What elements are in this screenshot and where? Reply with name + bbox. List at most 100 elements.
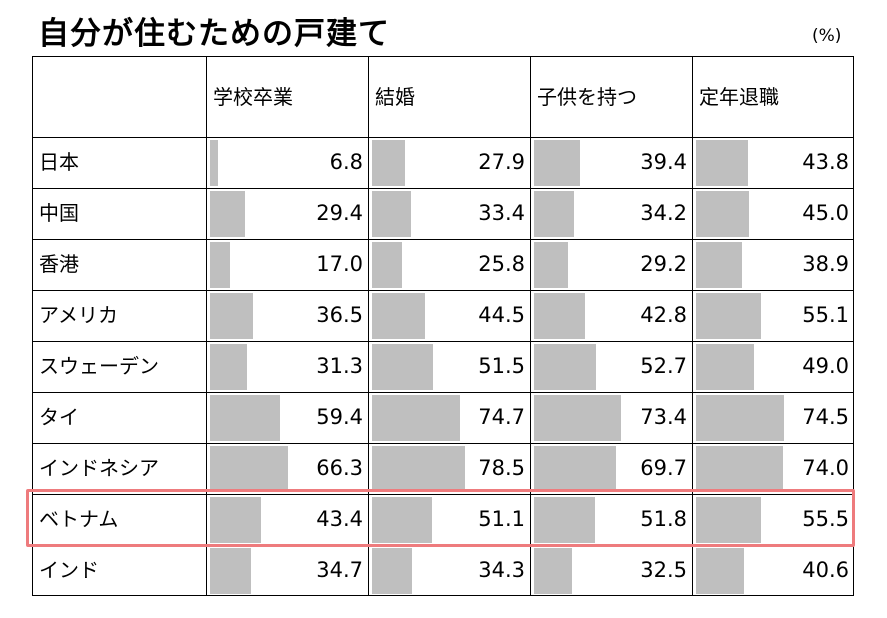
data-value: 78.5 <box>478 456 525 480</box>
data-bar <box>210 344 247 390</box>
data-table: 学校卒業 結婚 子供を持つ 定年退職日本 6.8 27.9 39.4 43.8 中国 29.4 33… <box>32 56 854 596</box>
row-divider <box>33 392 853 393</box>
data-bar <box>696 344 754 390</box>
row-divider <box>33 188 853 189</box>
row-label: タイ <box>39 405 79 429</box>
data-bar <box>210 395 281 441</box>
data-bar <box>210 497 262 543</box>
data-value: 25.8 <box>478 252 525 276</box>
data-bar <box>696 242 742 288</box>
highlight-box <box>26 489 855 547</box>
data-value: 34.2 <box>640 201 687 225</box>
data-bar <box>696 293 762 339</box>
data-value: 74.7 <box>478 405 525 429</box>
data-value: 40.6 <box>802 558 849 582</box>
data-value: 39.4 <box>640 150 687 174</box>
data-bar <box>372 140 405 186</box>
data-value: 44.5 <box>478 303 525 327</box>
data-value: 6.8 <box>329 150 363 174</box>
data-value: 55.1 <box>802 303 849 327</box>
data-bar <box>210 293 254 339</box>
data-bar <box>210 140 219 186</box>
data-value: 73.4 <box>640 405 687 429</box>
data-value: 45.0 <box>802 201 849 225</box>
data-value: 42.8 <box>640 303 687 327</box>
row-divider <box>33 239 853 240</box>
data-value: 29.4 <box>316 201 363 225</box>
row-label: インドネシア <box>39 456 159 480</box>
data-bar <box>534 344 597 390</box>
data-bar <box>534 140 581 186</box>
data-bar <box>696 191 750 237</box>
column-divider <box>368 57 369 595</box>
row-divider <box>33 137 853 138</box>
data-value: 38.9 <box>802 252 849 276</box>
data-value: 55.5 <box>802 507 849 531</box>
data-value: 27.9 <box>478 150 525 174</box>
data-bar <box>534 548 573 594</box>
data-value: 43.8 <box>802 150 849 174</box>
data-bar <box>210 548 251 594</box>
data-bar <box>372 242 403 288</box>
column-divider <box>530 57 531 595</box>
data-bar <box>372 395 461 441</box>
data-value: 32.5 <box>640 558 687 582</box>
column-divider <box>206 57 207 595</box>
data-bar <box>696 140 748 186</box>
column-header: 結婚 <box>375 85 415 109</box>
data-bar <box>210 191 245 237</box>
chart-title: 自分が住むための戸建て <box>38 16 390 52</box>
column-divider <box>692 57 693 595</box>
data-value: 74.5 <box>802 405 849 429</box>
data-value: 51.1 <box>478 507 525 531</box>
row-divider <box>33 443 853 444</box>
row-divider <box>33 290 853 291</box>
data-bar <box>696 446 784 492</box>
data-value: 43.4 <box>316 507 363 531</box>
data-bar <box>696 548 744 594</box>
data-bar <box>534 446 617 492</box>
data-bar <box>372 344 433 390</box>
data-bar <box>372 191 412 237</box>
row-label: 香港 <box>39 252 79 276</box>
data-bar <box>534 242 569 288</box>
data-bar <box>696 395 784 441</box>
data-value: 59.4 <box>316 405 363 429</box>
data-bar <box>372 548 413 594</box>
column-header: 定年退職 <box>699 85 779 109</box>
column-header: 子供を持つ <box>537 85 637 109</box>
column-header: 学校卒業 <box>213 85 293 109</box>
data-bar <box>372 293 425 339</box>
row-divider <box>33 494 853 495</box>
data-bar <box>696 497 762 543</box>
data-bar <box>534 395 621 441</box>
row-label: 中国 <box>39 201 79 225</box>
row-label: ベトナム <box>39 507 119 531</box>
data-value: 36.5 <box>316 303 363 327</box>
data-value: 51.8 <box>640 507 687 531</box>
data-value: 69.7 <box>640 456 687 480</box>
data-value: 17.0 <box>316 252 363 276</box>
data-value: 51.5 <box>478 354 525 378</box>
data-bar <box>210 446 289 492</box>
row-label: インド <box>39 558 99 582</box>
row-label: アメリカ <box>39 303 118 327</box>
row-label: スウェーデン <box>39 354 159 378</box>
data-value: 52.7 <box>640 354 687 378</box>
data-bar <box>534 497 596 543</box>
data-value: 66.3 <box>316 456 363 480</box>
row-divider <box>33 341 853 342</box>
data-value: 34.3 <box>478 558 525 582</box>
data-bar <box>372 446 465 492</box>
row-label: 日本 <box>39 150 79 174</box>
data-value: 49.0 <box>802 354 849 378</box>
data-value: 74.0 <box>802 456 849 480</box>
data-bar <box>372 497 433 543</box>
data-bar <box>534 293 585 339</box>
data-bar <box>534 191 575 237</box>
data-value: 29.2 <box>640 252 687 276</box>
data-value: 34.7 <box>316 558 363 582</box>
data-value: 31.3 <box>316 354 363 378</box>
data-value: 33.4 <box>478 201 525 225</box>
unit-label: (%) <box>812 26 842 46</box>
